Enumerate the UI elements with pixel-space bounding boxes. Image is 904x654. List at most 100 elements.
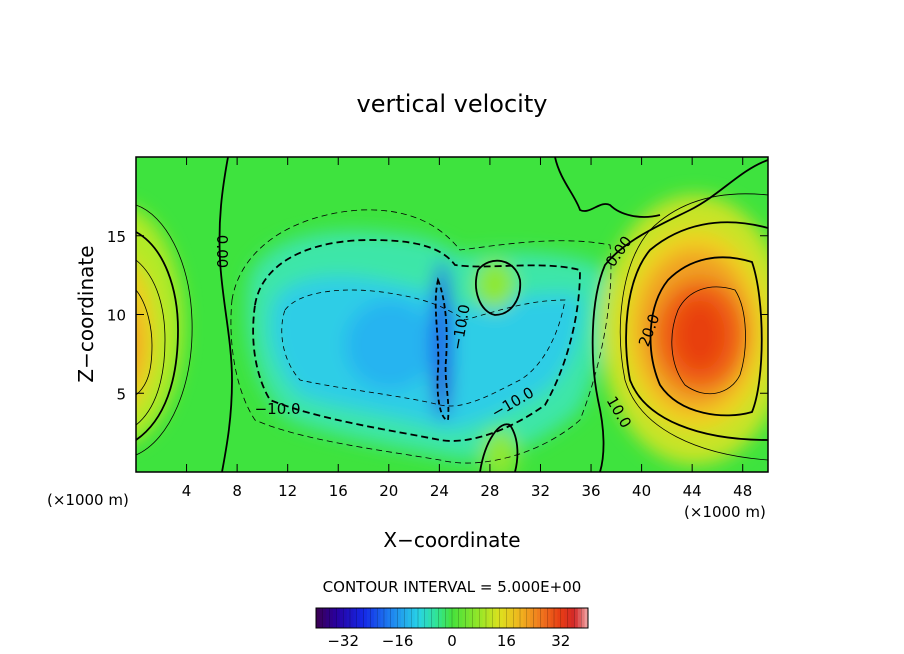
contour-lines (136, 157, 768, 472)
colorbar-cell (503, 608, 507, 628)
colorbar-cell (326, 608, 331, 628)
x-tick-label: 24 (430, 482, 449, 500)
x-unit-label-right: (×1000 m) (684, 503, 766, 521)
colorbar-cell (414, 608, 419, 628)
small-updraft-bottom (482, 430, 518, 472)
colorbar-tick-label: −32 (327, 632, 359, 650)
colorbar-cell (438, 608, 443, 628)
contour-zero-left (218, 157, 233, 472)
colorbar-cell (465, 608, 470, 628)
colorbar-cell (496, 608, 501, 628)
x-tick-label: 32 (531, 482, 550, 500)
colorbar-cell (567, 608, 572, 628)
contour-right-10 (625, 221, 768, 441)
colorbar-cell (333, 608, 337, 628)
colorbar-cell (319, 608, 324, 628)
colorbar-cell (384, 608, 388, 628)
colorbar-cell (506, 608, 511, 628)
small-updraft (475, 260, 515, 310)
colorbar-tick-label: 0 (447, 632, 457, 650)
colorbar-cell (343, 608, 348, 628)
colorbar-cell (322, 608, 327, 628)
colorbar-cell (367, 608, 371, 628)
colorbar-cell (356, 608, 361, 628)
colorbar-cell (346, 608, 351, 628)
x-tick-label: 8 (232, 482, 242, 500)
colorbar-cell (581, 608, 586, 628)
colorbar-cell (513, 608, 518, 628)
colorbar-cell (574, 608, 579, 628)
colorbar-cell (350, 608, 354, 628)
contour-left-10 (136, 231, 179, 441)
left-updraft-core (136, 320, 140, 370)
heatmap-field (136, 157, 768, 472)
colorbar-cell (472, 608, 477, 628)
colorbar-cell (543, 608, 548, 628)
contour-right-5 (619, 193, 768, 461)
downdraft-narrow-core-deep (435, 365, 449, 415)
colorbar-cell (336, 608, 341, 628)
colorbar-cell (407, 608, 412, 628)
colorbar-cell (458, 608, 463, 628)
x-tick-label: 48 (733, 482, 752, 500)
colorbar-cell (411, 608, 416, 628)
colorbar-cell (424, 608, 429, 628)
colorbar-cell (516, 608, 521, 628)
colorbar-cell (455, 608, 460, 628)
colorbar-cell (329, 608, 334, 628)
colorbar (315, 607, 589, 629)
y-axis-label: Z−coordinate (74, 245, 98, 382)
colorbar-cell (316, 608, 320, 628)
colorbar-cell (445, 608, 450, 628)
y-tick-label: 10 (107, 307, 126, 325)
colorbar-cell (394, 608, 399, 628)
colorbar-cell (486, 608, 490, 628)
colorbar-cell (418, 608, 422, 628)
colorbar-cell (550, 608, 555, 628)
x-axis-label: X−coordinate (383, 528, 520, 552)
colorbar-tick-label: 16 (497, 632, 516, 650)
colorbar-cell (452, 608, 456, 628)
colorbar-cell (537, 608, 541, 628)
colorbar-cell (373, 608, 378, 628)
colorbar-cell (492, 608, 497, 628)
colorbar-cell (560, 608, 565, 628)
x-tick-label: 28 (480, 482, 499, 500)
colorbar-cell (431, 608, 436, 628)
x-tick-label: 40 (632, 482, 651, 500)
contour-label-text: −10.0 (255, 400, 301, 418)
colorbar-cell (520, 608, 524, 628)
colorbar-cell (428, 608, 433, 628)
contour-left-15 (136, 259, 166, 426)
colorbar-cell (526, 608, 531, 628)
colorbar-cell (479, 608, 484, 628)
contour-neg-15 (281, 289, 566, 407)
colorbar-cell (387, 608, 392, 628)
right-updraft-peak (675, 300, 725, 370)
x-tick-label: 20 (379, 482, 398, 500)
colorbar-cell (554, 608, 558, 628)
x-tick-label: 36 (581, 482, 600, 500)
colorbar-cell (435, 608, 439, 628)
colorbar-frame (315, 607, 589, 629)
contour-right-20 (649, 256, 763, 417)
chart-title: vertical velocity (357, 90, 548, 118)
colorbar-tick-label: 32 (551, 632, 570, 650)
colorbar-cell (509, 608, 514, 628)
colorbar-cell (475, 608, 480, 628)
colorbar-cell (462, 608, 467, 628)
colorbar-cell (533, 608, 538, 628)
colorbar-cell (441, 608, 446, 628)
colorbar-cell (469, 608, 473, 628)
colorbar-cell (380, 608, 385, 628)
colorbar-cell (353, 608, 358, 628)
colorbar-cell (577, 608, 582, 628)
colorbar-cell (489, 608, 494, 628)
colorbar-cell (404, 608, 409, 628)
colorbar-tick-label: −16 (382, 632, 414, 650)
contour-label-text: 0.00 (213, 235, 231, 268)
colorbar-cell (339, 608, 344, 628)
contour-neg-10 (252, 239, 581, 442)
contour-label: 0.00 (213, 235, 231, 268)
